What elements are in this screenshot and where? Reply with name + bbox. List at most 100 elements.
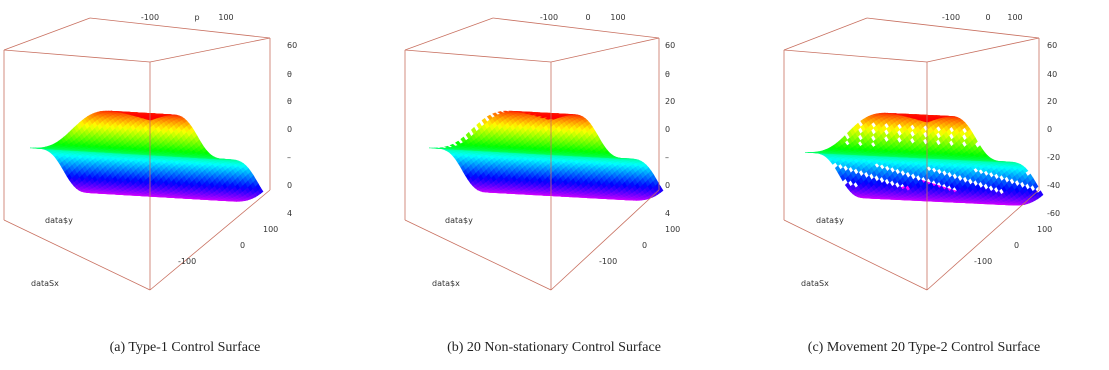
top-tick-2: p (194, 13, 199, 22)
surface-patch (902, 173, 909, 182)
x-axis-label: data$x (432, 279, 460, 288)
y-tick-3: -100 (599, 257, 617, 266)
surface-patch (938, 185, 945, 193)
y-tick-1: 100 (263, 225, 278, 234)
box-edge (550, 37, 660, 63)
surface-patch (844, 182, 851, 189)
z-tick-7: 4 (665, 209, 670, 218)
surface-patch (845, 168, 852, 177)
surface-plot-b: -100 0 100 60 θ 20 0 – 0 4 100 0 -100 da… (404, 13, 680, 291)
top-tick-2: 0 (585, 13, 590, 22)
z-tick-2: θ (287, 70, 292, 79)
box-edge (3, 17, 91, 51)
panel-a: -100 p 100 60 θ θ 0 – 0 4 100 0 -100 dat… (0, 0, 370, 370)
y-tick-2: 0 (642, 241, 647, 250)
surface-patch (881, 167, 888, 175)
surface-patch (497, 111, 504, 115)
surface-patch (948, 188, 955, 196)
surface-patch (933, 183, 940, 192)
surface-patch (439, 147, 445, 149)
surface-patch (481, 117, 488, 125)
surface-patch (528, 113, 535, 116)
surface-patch (928, 182, 935, 190)
surface-patch (902, 186, 909, 194)
surface-patch (881, 180, 888, 188)
surface-c (804, 112, 1044, 206)
surface-patch (855, 171, 862, 180)
surface-patch (850, 183, 857, 191)
axis-labels-b: -100 0 100 60 θ 20 0 – 0 4 100 0 -100 da… (432, 13, 680, 288)
box-edge (404, 219, 552, 291)
box-frame-a (3, 17, 271, 291)
surface-patch (886, 168, 893, 177)
surface-patch (465, 131, 472, 140)
z-tick-1: 60 (287, 41, 297, 50)
top-tick-1: -100 (141, 13, 159, 22)
surface-patch (865, 175, 872, 184)
surface-patch (455, 140, 462, 146)
surface-plot-a: -100 p 100 60 θ θ 0 – 0 4 100 0 -100 dat… (3, 13, 297, 291)
z-tick-7: 4 (287, 209, 292, 218)
box-edge (3, 219, 151, 291)
surface-patch (840, 166, 846, 175)
surface-patch (891, 183, 898, 191)
surface-patch (892, 170, 898, 178)
surface-patch (444, 145, 451, 149)
surface-patch (476, 122, 483, 130)
surface-patch (834, 165, 841, 173)
z-tick-4: 0 (287, 125, 292, 134)
surface-patch (943, 187, 950, 194)
y-tick-1: 100 (665, 225, 680, 234)
z-tick-4: 0 (665, 125, 670, 134)
z-tick-6: 0 (665, 181, 670, 190)
surface-patch (524, 112, 530, 115)
surface-patch (533, 114, 542, 117)
panel-b: -100 0 100 60 θ 20 0 – 0 4 100 0 -100 da… (369, 0, 739, 370)
z-tick-3: θ (287, 97, 292, 106)
axis-labels-a: -100 p 100 60 θ θ 0 – 0 4 100 0 -100 dat… (31, 13, 297, 288)
box-edge (89, 17, 271, 39)
surface-patch (907, 175, 914, 183)
box-frame-b (404, 17, 660, 291)
top-tick-3: 100 (610, 13, 625, 22)
surface-patch (876, 178, 883, 187)
surface-b (428, 110, 664, 201)
surface-patch (471, 126, 477, 135)
surface-patch (876, 165, 883, 173)
z-tick-5: – (287, 153, 291, 162)
surface-patch (519, 111, 525, 113)
surface-patch (460, 136, 467, 143)
box-edge (404, 49, 552, 63)
top-tick-1: -100 (540, 13, 558, 22)
surface-patch (449, 143, 456, 148)
panel-c: -100 0 100 60 40 20 0 -20 -40 -60 100 0 … (739, 0, 1109, 370)
y-tick-3: -100 (178, 257, 196, 266)
surface-patch (912, 176, 919, 185)
box-edge (3, 49, 151, 63)
y-tick-2: 0 (240, 241, 245, 250)
y-axis-label: data$y (45, 216, 73, 225)
z-tick-3: 20 (665, 97, 675, 106)
surface-a (29, 110, 264, 202)
x-axis-label: dataSx (31, 279, 59, 288)
top-tick-3: 100 (218, 13, 233, 22)
surface-patch (549, 117, 557, 120)
surface-patch (917, 178, 924, 187)
surface-patch (544, 117, 552, 120)
box-edge (404, 17, 494, 51)
caption-b: (b) 20 Non-stationary Control Surface (447, 340, 661, 355)
z-tick-5: – (665, 153, 669, 162)
box-edge (149, 189, 271, 291)
y-axis-label: data$y (445, 216, 473, 225)
surface-plot-c: -100 0 100 60 40 20 0 -20 -40 -60 100 0 … (783, 13, 1060, 291)
box-edge (492, 17, 660, 39)
caption-a: (a) Type-1 Control Surface (109, 340, 261, 355)
surface-patch (850, 170, 857, 178)
surface-patch (896, 185, 903, 193)
z-tick-6: 0 (287, 181, 292, 190)
surface-patch (897, 171, 904, 180)
z-tick-1: 60 (665, 41, 675, 50)
surface-patch (492, 112, 499, 117)
box-edge (550, 189, 660, 291)
surface-patch (486, 114, 493, 121)
